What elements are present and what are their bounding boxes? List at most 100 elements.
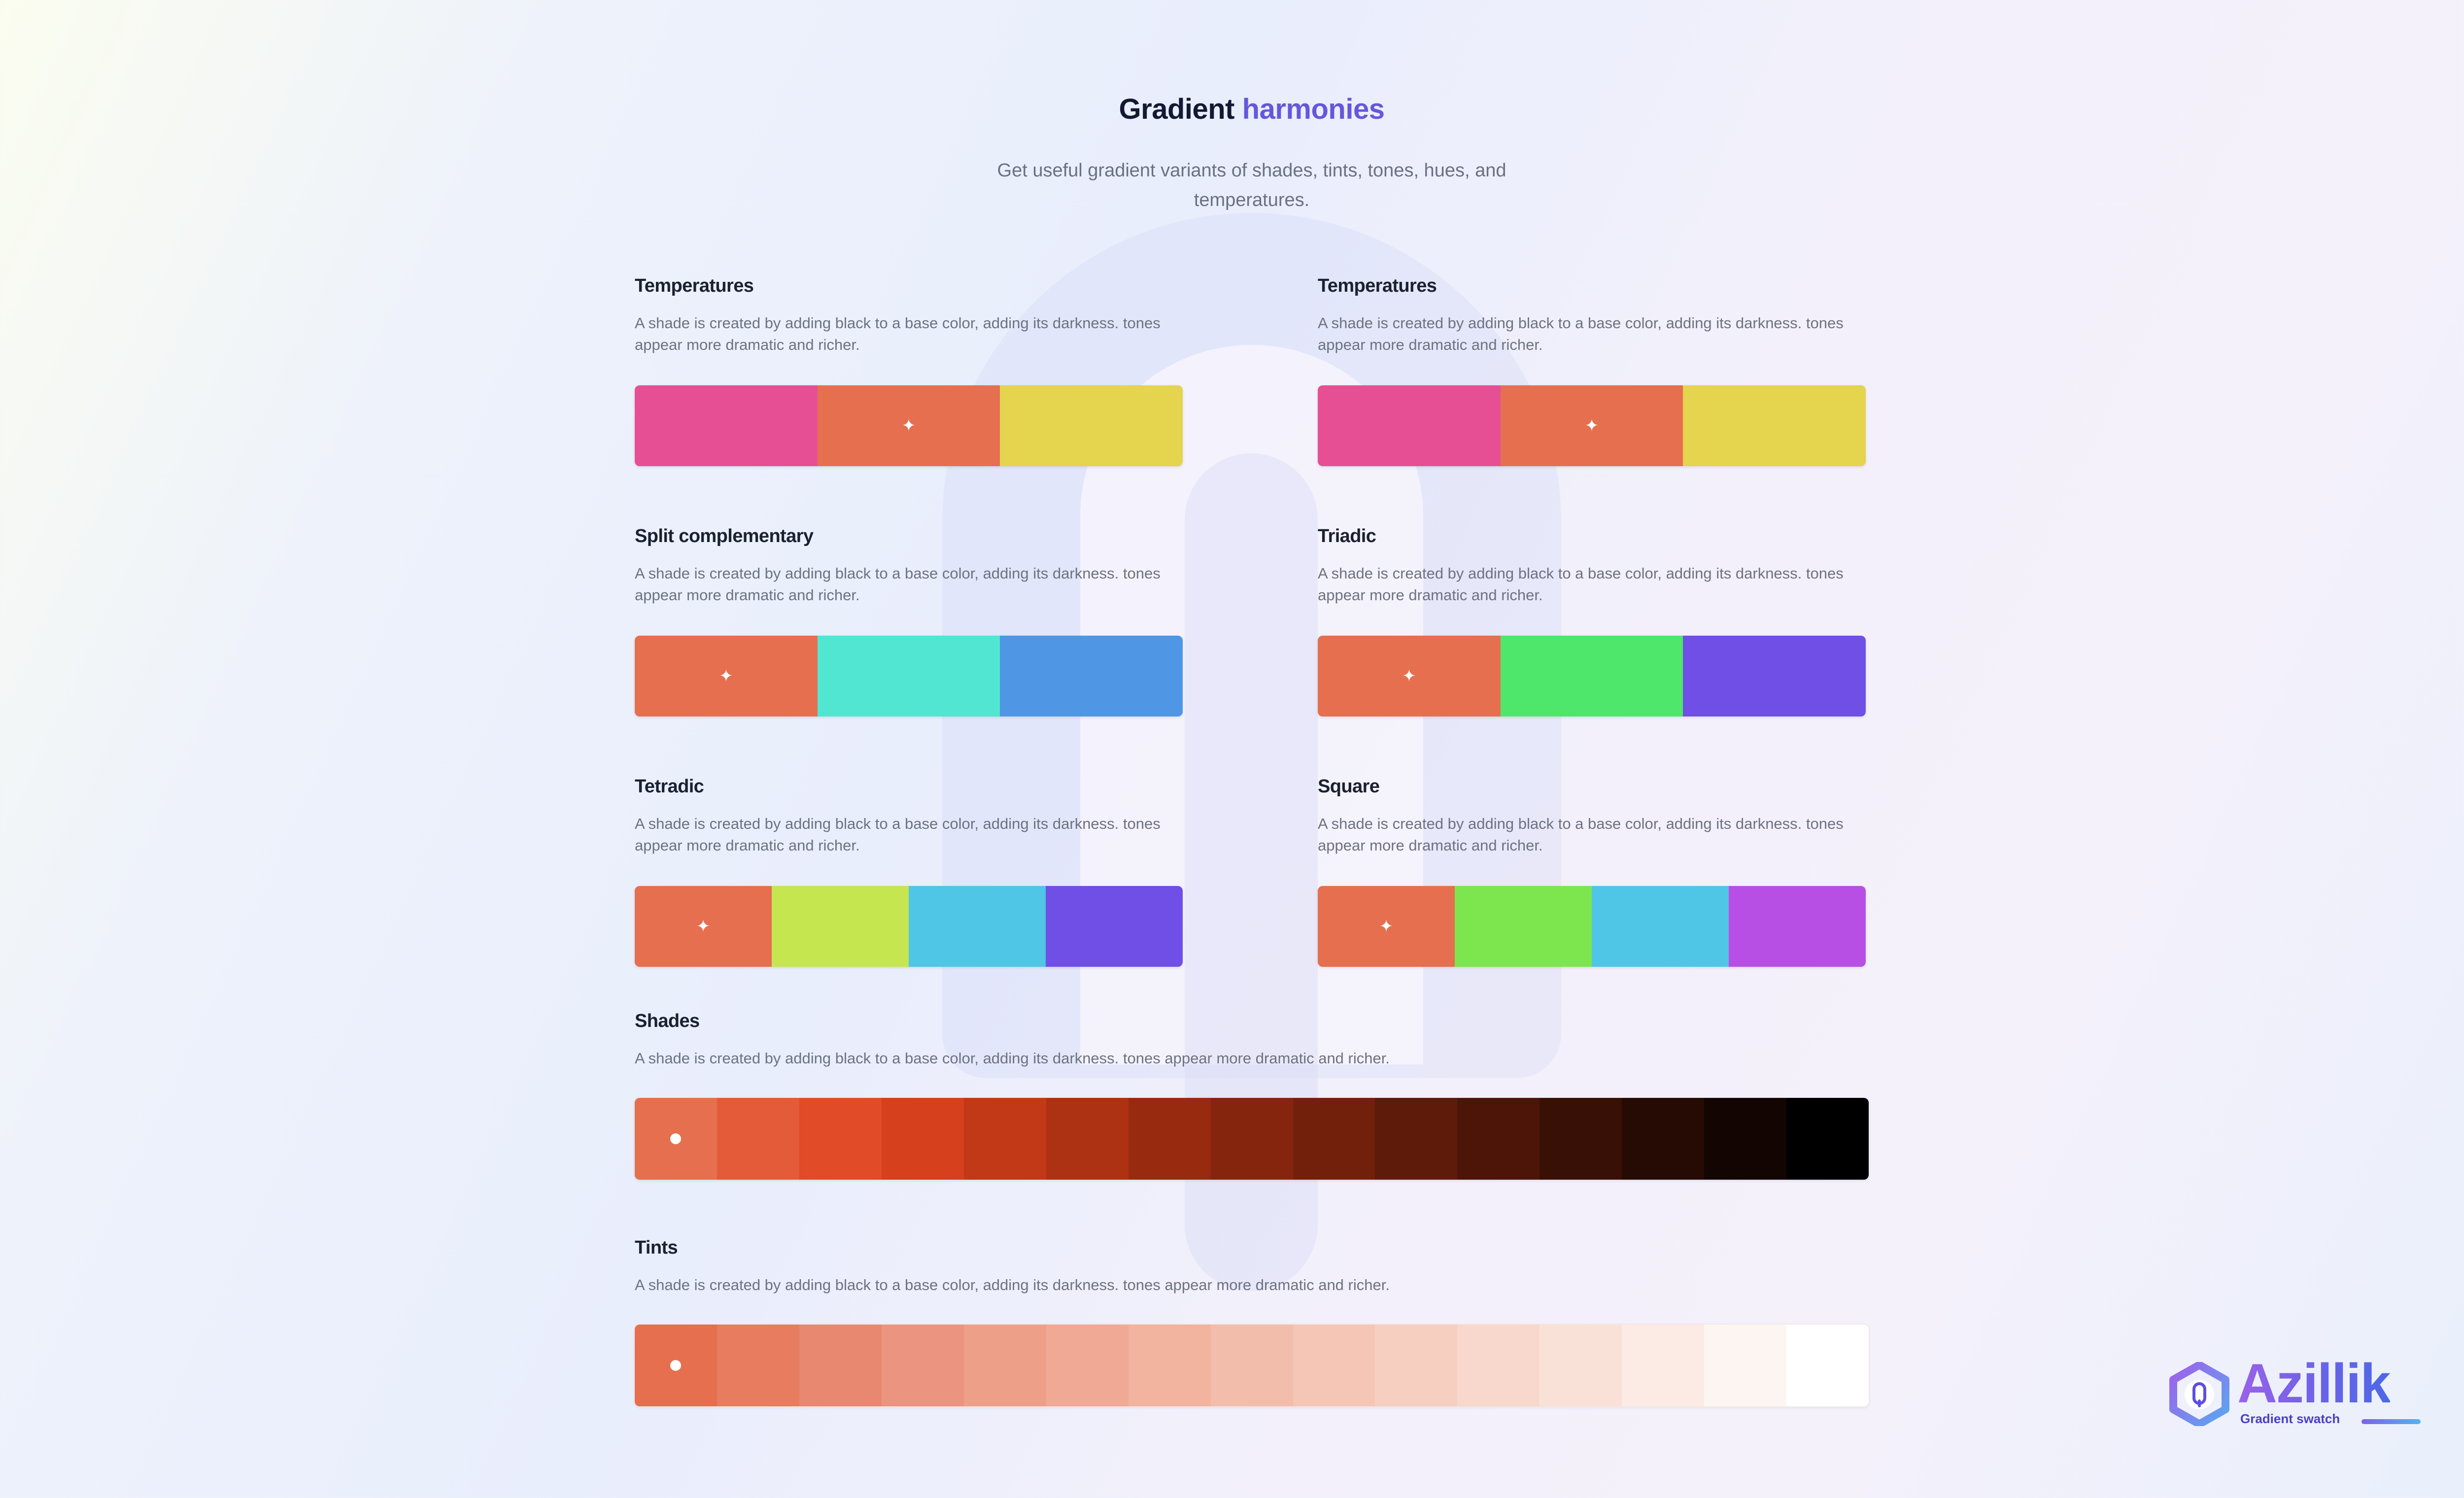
color-swatch: ✦ <box>635 636 1183 716</box>
color-chip[interactable] <box>1375 1098 1458 1180</box>
section-shades: Shades A shade is created by adding blac… <box>635 1009 1870 1181</box>
color-chip[interactable] <box>1293 1325 1375 1406</box>
color-chip[interactable] <box>1540 1325 1622 1406</box>
color-chip[interactable] <box>1500 636 1683 716</box>
color-chip[interactable] <box>1683 385 1866 466</box>
color-chip[interactable]: ✦ <box>817 385 1000 466</box>
color-swatch: ✦ <box>635 385 1183 466</box>
color-swatch: ✦ <box>1318 886 1866 967</box>
color-chip[interactable] <box>1786 1325 1869 1406</box>
base-color-sparkle-icon: ✦ <box>901 416 916 436</box>
section-title: Tetradic <box>635 776 704 797</box>
color-chip[interactable]: ✦ <box>1318 886 1455 967</box>
color-chip[interactable] <box>1622 1325 1705 1406</box>
color-chip[interactable] <box>799 1325 882 1406</box>
color-swatch <box>635 1098 1869 1180</box>
color-chip[interactable] <box>1046 1098 1129 1180</box>
color-chip[interactable] <box>1457 1325 1540 1406</box>
brand-name: Azillik <box>2237 1353 2391 1414</box>
color-chip[interactable] <box>635 1325 717 1406</box>
color-chip[interactable] <box>963 1098 1046 1180</box>
section-title: Split complementary <box>635 526 814 546</box>
color-chip[interactable] <box>1683 636 1866 716</box>
section-title: Temperatures <box>635 275 754 296</box>
color-chip[interactable] <box>817 636 1000 716</box>
section-title: Temperatures <box>1318 275 1437 296</box>
color-chip[interactable] <box>635 385 818 466</box>
brand-underline <box>2361 1419 2421 1424</box>
color-chip[interactable] <box>1046 886 1183 967</box>
color-chip[interactable] <box>1000 636 1183 716</box>
section-description: A shade is created by adding black to a … <box>1318 565 1844 604</box>
color-chip[interactable] <box>1729 886 1866 967</box>
color-chip[interactable] <box>1592 886 1729 967</box>
color-chip[interactable] <box>1293 1098 1375 1180</box>
section-tints: Tints A shade is created by adding black… <box>635 1236 1870 1407</box>
section-description: A shade is created by adding black to a … <box>1318 815 1844 854</box>
base-color-sparkle-icon: ✦ <box>719 666 733 686</box>
section-description: A shade is created by adding black to a … <box>635 565 1161 604</box>
section-description: A shade is created by adding black to a … <box>635 314 1161 353</box>
section-tetradic: Tetradic A shade is created by adding bl… <box>635 775 1187 968</box>
base-color-sparkle-icon: ✦ <box>1584 416 1599 436</box>
color-chip[interactable] <box>1540 1098 1622 1180</box>
color-chip[interactable] <box>799 1098 882 1180</box>
section-description: A shade is created by adding black to a … <box>635 815 1161 854</box>
color-chip[interactable]: ✦ <box>1500 385 1683 466</box>
color-chip[interactable] <box>717 1098 799 1180</box>
page-title: Gradient harmonies <box>0 93 2464 126</box>
section-split-complementary: Split complementary A shade is created b… <box>635 524 1187 717</box>
brand-tagline: Gradient swatch <box>2240 1411 2340 1426</box>
section-title: Triadic <box>1318 526 1376 546</box>
section-description: A shade is created by adding black to a … <box>1318 314 1844 353</box>
section-title: Tints <box>635 1237 678 1258</box>
color-chip[interactable] <box>881 1325 964 1406</box>
color-chip[interactable] <box>1128 1325 1211 1406</box>
color-chip[interactable]: ✦ <box>635 886 772 967</box>
color-swatch <box>635 1325 1869 1406</box>
section-description: A shade is created by adding black to a … <box>635 1276 1390 1294</box>
color-chip[interactable]: ✦ <box>1318 636 1501 716</box>
section-square: Square A shade is created by adding blac… <box>1318 775 1870 968</box>
color-chip[interactable] <box>1455 886 1592 967</box>
color-chip[interactable] <box>717 1325 799 1406</box>
brand-logo[interactable]: Azillik Gradient swatch <box>2168 1354 2425 1433</box>
color-chip[interactable] <box>1375 1325 1458 1406</box>
color-chip[interactable] <box>1046 1325 1129 1406</box>
section-temperatures-left: Temperatures A shade is created by addin… <box>635 274 1187 467</box>
azillik-logo-icon <box>2169 1362 2229 1426</box>
color-chip[interactable] <box>963 1325 1046 1406</box>
color-chip[interactable] <box>1318 385 1501 466</box>
color-chip[interactable] <box>1210 1325 1293 1406</box>
color-chip[interactable] <box>1128 1098 1211 1180</box>
color-chip[interactable] <box>1457 1098 1540 1180</box>
color-swatch: ✦ <box>1318 385 1866 466</box>
color-chip[interactable] <box>881 1098 964 1180</box>
page-subtitle: Get useful gradient variants of shades, … <box>997 160 1506 210</box>
color-chip[interactable]: ✦ <box>635 636 818 716</box>
base-color-sparkle-icon: ✦ <box>696 917 711 936</box>
color-chip[interactable] <box>772 886 909 967</box>
color-swatch: ✦ <box>635 886 1183 967</box>
section-temperatures-right: Temperatures A shade is created by addin… <box>1318 274 1870 467</box>
page-title-accent: harmonies <box>1242 93 1385 125</box>
section-title: Shades <box>635 1011 700 1031</box>
color-chip[interactable] <box>1704 1325 1787 1406</box>
color-chip[interactable] <box>909 886 1046 967</box>
color-chip[interactable] <box>1622 1098 1705 1180</box>
color-chip[interactable] <box>635 1098 717 1180</box>
section-title: Square <box>1318 776 1380 797</box>
section-description: A shade is created by adding black to a … <box>635 1050 1390 1067</box>
base-color-sparkle-icon: ✦ <box>1379 917 1394 936</box>
base-color-sparkle-icon: ✦ <box>1402 666 1416 686</box>
color-chip[interactable] <box>1704 1098 1787 1180</box>
color-chip[interactable] <box>1000 385 1183 466</box>
color-chip[interactable] <box>1786 1098 1869 1180</box>
base-color-dot-icon <box>670 1360 682 1371</box>
section-triadic: Triadic A shade is created by adding bla… <box>1318 524 1870 717</box>
color-chip[interactable] <box>1210 1098 1293 1180</box>
base-color-dot-icon <box>670 1133 682 1144</box>
page-title-main: Gradient <box>1119 93 1235 125</box>
color-swatch: ✦ <box>1318 636 1866 716</box>
